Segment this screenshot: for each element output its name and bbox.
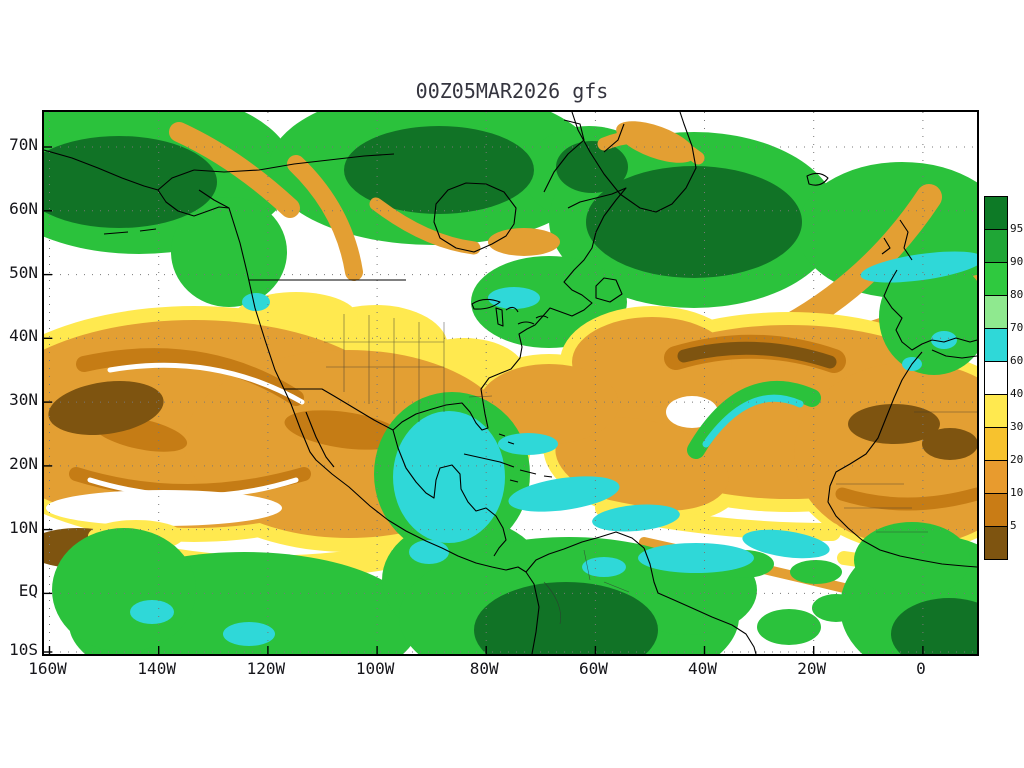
- legend-tick-label: 60: [1010, 354, 1024, 367]
- coast-newfoundland: [595, 277, 623, 303]
- y-axis-label: 60N: [9, 198, 38, 218]
- y-axis-label: 10N: [9, 517, 38, 537]
- border-us-mexico: [284, 388, 394, 431]
- legend-tick-label: 70: [1010, 321, 1024, 334]
- x-axis-label: 0: [916, 659, 926, 678]
- axis-ticks: [44, 146, 924, 654]
- coast-greenland: [571, 112, 697, 213]
- legend-tick-label: 20: [1010, 453, 1024, 466]
- legend-tick-label: 80: [1010, 288, 1024, 301]
- y-axis-label: 40N: [9, 326, 38, 346]
- coast-siberia: [44, 149, 159, 191]
- legend-color-box: [984, 262, 1008, 296]
- coast-iceland: [806, 172, 829, 186]
- x-axis-label: 140W: [137, 659, 176, 678]
- coast-british-isles: [881, 219, 913, 261]
- x-axis-label: 40W: [688, 659, 717, 678]
- legend-tick-label: 5: [1010, 519, 1017, 532]
- title-init-time: 00Z05MAR2026 gfs: [415, 79, 609, 103]
- humidity-field-svg: [44, 112, 977, 654]
- orange-dry-zones: [44, 317, 977, 546]
- legend-color-box: [984, 526, 1008, 560]
- legend-tick-label: 95: [1010, 222, 1024, 235]
- coast-west-africa: [827, 351, 977, 568]
- legend-color-box: [984, 427, 1008, 461]
- legend-tick-label: 90: [1010, 255, 1024, 268]
- legend-color-box: [984, 328, 1008, 362]
- coast-alaska: [157, 169, 230, 217]
- coast-iberia-europe: [883, 269, 977, 359]
- coast-south-america-north: [525, 531, 757, 654]
- x-axis-label: 160W: [28, 659, 67, 678]
- coast-us-east: [392, 187, 627, 431]
- legend-color-box: [984, 229, 1008, 263]
- coast-gulf-central-america: [392, 429, 507, 557]
- us-state-borders: [324, 314, 493, 422]
- dark-green-cores-tropics: [474, 582, 977, 654]
- interior-borders: [324, 314, 977, 625]
- map-plot-area: [42, 110, 979, 656]
- caribbean-islands: [463, 433, 553, 483]
- coast-arctic: [193, 153, 395, 173]
- coast-aleutians: [103, 228, 157, 235]
- legend-tick-label: 30: [1010, 420, 1024, 433]
- x-axis-label: 100W: [355, 659, 395, 678]
- coast-baffin: [543, 119, 625, 193]
- legend-tick-label: 40: [1010, 387, 1024, 400]
- y-axis-label: 20N: [9, 453, 38, 473]
- y-axis-label: 70N: [9, 135, 38, 154]
- y-axis-label: EQ: [18, 581, 38, 601]
- legend-color-box: [984, 394, 1008, 428]
- x-axis-label: 120W: [246, 659, 286, 678]
- country-borders-africa-sa: [543, 411, 977, 625]
- legend-color-box: [984, 295, 1008, 329]
- x-axis-label: 60W: [578, 659, 608, 678]
- y-axis-label: 30N: [9, 390, 38, 410]
- cyan-rh-patches: [130, 251, 977, 646]
- atlantic-moist-swirl: [687, 381, 821, 459]
- legend-color-box: [984, 460, 1008, 494]
- coast-north-america-west: [198, 189, 540, 654]
- coastlines: [44, 112, 977, 654]
- coast-hudson-bay: [433, 182, 517, 253]
- y-axis-label: 10S: [9, 640, 38, 659]
- x-axis-label: 20W: [797, 659, 827, 678]
- y-axis-label: 50N: [9, 262, 38, 282]
- legend-color-box: [984, 196, 1008, 230]
- orange-dry-patches-north: [488, 121, 696, 256]
- legend-color-box: [984, 361, 1008, 395]
- legend-color-box: [984, 493, 1008, 527]
- x-axis-label: 80W: [469, 659, 499, 678]
- coast-baja-inner: [305, 411, 335, 468]
- great-lakes: [471, 298, 549, 327]
- white-gaps: [46, 396, 718, 526]
- legend-tick-label: 10: [1010, 486, 1024, 499]
